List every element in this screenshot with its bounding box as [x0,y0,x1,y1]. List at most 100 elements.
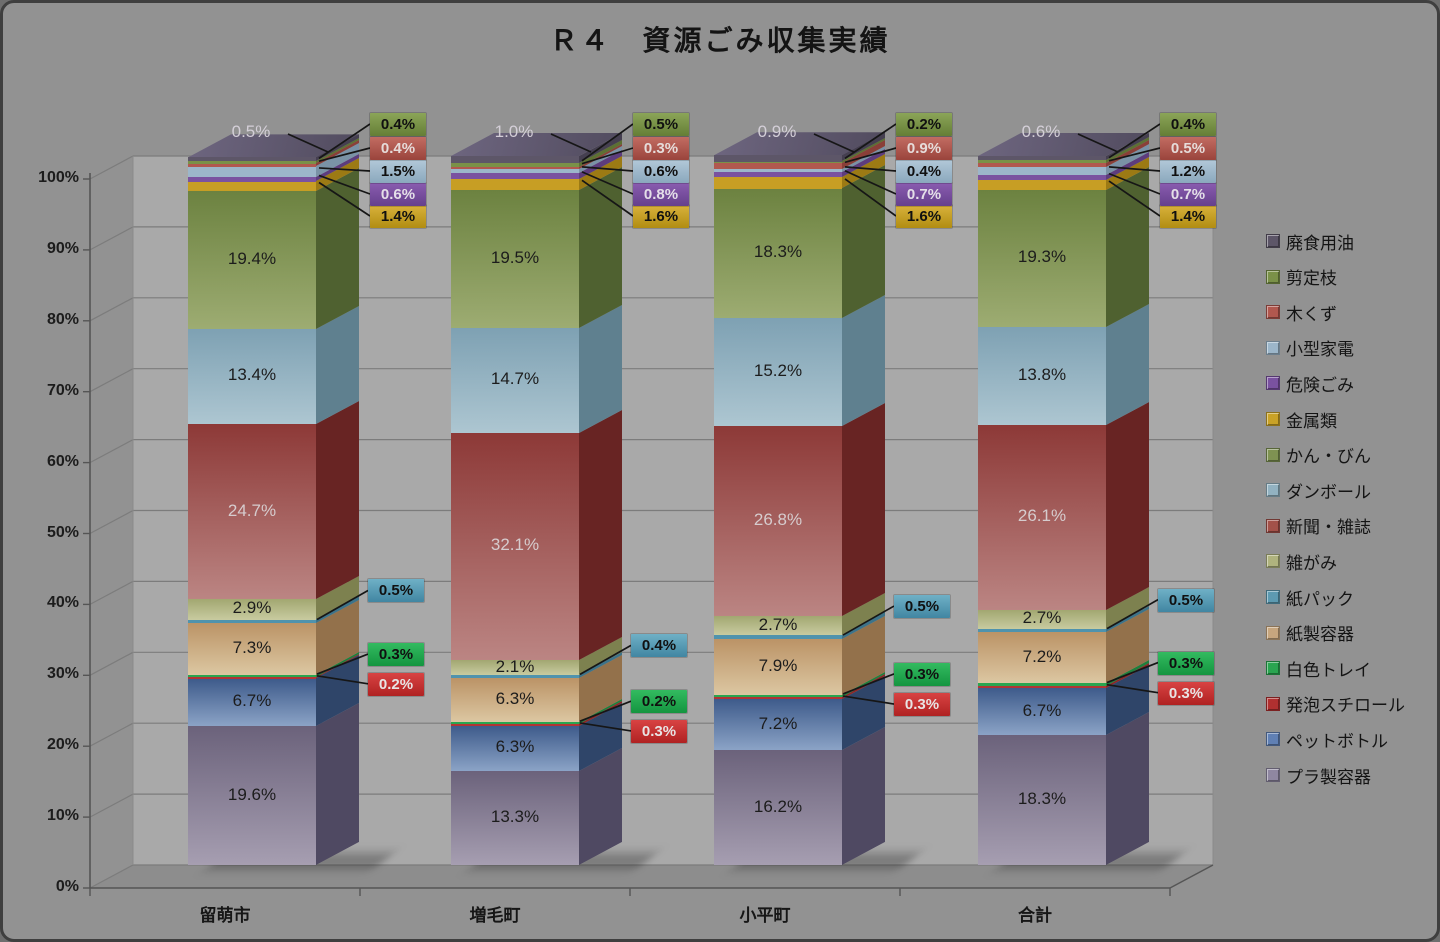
bar-segment [714,161,842,164]
segment-value-label: 19.6% [227,784,277,804]
callout-value-label: 0.3% [894,662,950,686]
bar-side-face [316,134,359,865]
y-axis-tick-label: 100% [38,169,79,186]
bar-segment-side [316,168,359,329]
legend-label: 剪定枝 [1286,269,1337,289]
bar-segment [714,188,842,319]
legend-label: ペットボトル [1286,731,1388,751]
bar-segment [451,190,579,329]
callout-value-label: 0.7% [896,183,952,206]
callout-value-label: 0.6% [633,160,689,183]
callout-value-label: 0.3% [631,719,687,743]
bar-segment [451,726,579,771]
bar-segment-side [316,401,359,600]
bar-segment [714,635,842,639]
legend-swatch [1266,661,1280,676]
bar-segment [714,426,842,617]
legend-item: 廃食用油 [1266,231,1354,253]
callout-value-label: 0.5% [894,595,950,619]
bar-side-face [1106,133,1149,865]
legend-swatch [1266,732,1280,747]
segment-value-label: 19.4% [227,249,277,269]
legend-swatch [1266,554,1280,569]
legend-swatch [1266,305,1280,320]
callout-value-label: 1.6% [633,205,689,228]
callout-value-label: 0.8% [633,183,689,206]
callout-value-label: 0.9% [896,137,952,160]
segment-value-label: 7.2% [1022,646,1062,666]
segment-value-label: 6.7% [1022,700,1062,720]
segment-value-label: 26.8% [753,510,803,530]
bar-segment-side [579,167,622,329]
legend-swatch [1266,590,1280,604]
bar-segment [978,683,1106,686]
legend-swatch [1266,340,1280,355]
bar-segment [451,156,579,164]
bar-segment [188,599,316,620]
bar-segment [714,172,842,178]
legend-label: プラ製容器 [1286,767,1371,787]
callout-value-label: 0.3% [1158,651,1214,675]
bar-segment [451,173,579,179]
top-face-value-label: 0.9% [757,122,797,141]
legend-item: 危険ごみ [1266,373,1354,395]
callout-value-label: 0.6% [370,183,426,206]
callout-value-label: 0.4% [1160,113,1216,136]
bar-segment [978,175,1106,181]
callout-value-label: 0.2% [368,672,424,696]
bar-segment [188,726,316,865]
bar-segment-side [842,727,885,865]
bar-segment [188,157,316,161]
legend-swatch [1266,269,1280,284]
bar-segment [978,326,1106,425]
legend-swatch [1266,412,1280,426]
top-face-value-label: 0.5% [231,122,271,141]
legend-swatch [1266,483,1280,498]
segment-value-label: 19.3% [1017,247,1067,267]
bar-segment [188,623,316,675]
segment-value-label: 32.1% [490,535,540,555]
bar-segment [978,424,1106,610]
legend-label: 廃食用油 [1286,233,1354,253]
legend-label: かん・びん [1286,447,1371,467]
bar-segment [188,328,316,424]
bar-segment [714,699,842,751]
segment-value-label: 6.3% [495,689,535,709]
legend-label: 新聞・雑誌 [1286,518,1371,538]
y-axis-tick-label: 30% [46,665,79,683]
bar-segment [188,163,316,167]
legend-label: ダンボール [1286,482,1371,502]
callout-value-label: 0.7% [1160,183,1216,206]
legend-item: 金属類 [1266,409,1337,431]
bar-segment [714,638,842,695]
callout-value-label: 0.2% [896,113,952,136]
legend-swatch [1266,768,1280,782]
bar-segment [714,616,842,636]
legend-item: 木くず [1266,302,1337,324]
bar-segment [451,722,579,724]
callout-value-label: 0.3% [633,137,689,160]
segment-value-label: 7.2% [758,713,798,733]
callout-value-label: 0.5% [1160,137,1216,160]
y-axis-tick-label: 90% [46,239,79,257]
segment-value-label: 19.5% [490,248,540,268]
legend-item: 紙製容器 [1266,623,1354,644]
segment-value-label: 24.7% [227,500,277,520]
y-axis-tick-label: 60% [46,452,79,470]
bar-segment [188,181,316,192]
y-axis-tick-label: 0% [55,878,79,895]
legend-label: 白色トレイ [1286,660,1371,680]
callout-value-label: 0.3% [368,643,424,667]
segment-value-label: 18.3% [1017,789,1067,809]
chart-area: Ｒ４ 資源ごみ収集実績 0% 10% 20% 30% 40% 50% 60% 70% 80% 90… [3,3,1437,939]
legend-label: 木くず [1286,304,1337,324]
y-axis-tick-label: 40% [46,594,79,612]
callout-value-label: 0.5% [1158,588,1214,612]
legend-label: 小型家電 [1286,340,1354,360]
callout-value-label: 0.2% [631,690,687,714]
segment-value-label: 15.2% [753,361,803,381]
legend-item: ペットボトル [1266,729,1388,751]
legend-swatch [1266,518,1280,533]
callout-value-label: 1.4% [1160,205,1216,228]
bar-segment [188,619,316,624]
